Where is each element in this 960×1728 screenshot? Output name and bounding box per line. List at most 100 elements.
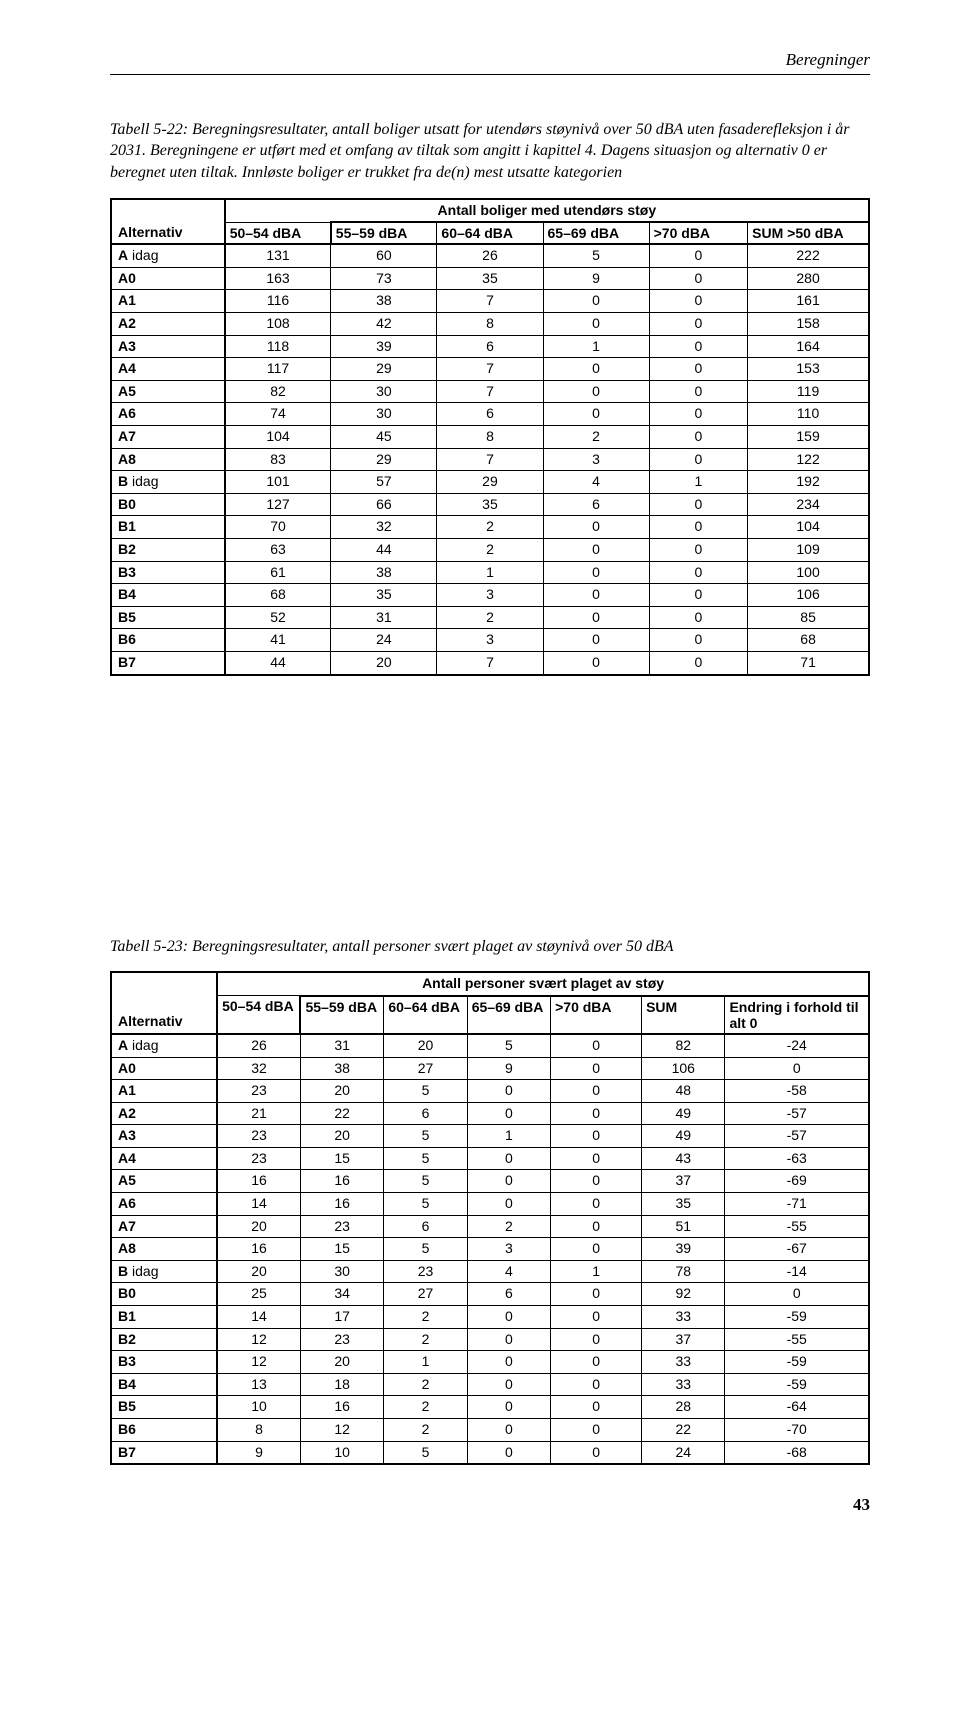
page-number: 43	[110, 1493, 870, 1517]
table-cell: 0	[551, 1170, 642, 1193]
table-cell: 29	[437, 471, 543, 494]
table-cell: 85	[748, 606, 869, 629]
table-cell: 1	[649, 471, 748, 494]
table-cell: 222	[748, 244, 869, 267]
table-cell: 0	[543, 380, 649, 403]
table-cell: 7	[437, 651, 543, 674]
table-cell: 104	[225, 426, 331, 449]
table-cell: 0	[551, 1419, 642, 1442]
table-cell: 34	[300, 1283, 383, 1306]
table-cell: 43	[642, 1147, 725, 1170]
table-cell: 32	[217, 1057, 300, 1080]
table-cell: 28	[642, 1396, 725, 1419]
table-cell: 15	[300, 1238, 383, 1261]
table-cell: 0	[551, 1057, 642, 1080]
row-label: B1	[111, 516, 225, 539]
table-row: A2212260049-57	[111, 1102, 869, 1125]
table-cell: 20	[300, 1125, 383, 1148]
table-row: B3122010033-59	[111, 1351, 869, 1374]
table-cell: 0	[649, 538, 748, 561]
table-cell: -70	[725, 1419, 869, 1442]
table-row: A0323827901060	[111, 1057, 869, 1080]
column-header: Endring i forhold til alt 0	[725, 996, 869, 1034]
table-cell: 122	[748, 448, 869, 471]
table-cell: 61	[225, 561, 331, 584]
row-label: B idag	[111, 471, 225, 494]
table-cell: 23	[384, 1260, 467, 1283]
table-cell: 92	[642, 1283, 725, 1306]
table-cell: 35	[642, 1193, 725, 1216]
table-cell: 51	[642, 1215, 725, 1238]
table-cell: 3	[543, 448, 649, 471]
row-label: B5	[111, 1396, 217, 1419]
column-header: 55–59 dBA	[331, 222, 437, 244]
table-row: A311839610164	[111, 335, 869, 358]
table-cell: 0	[551, 1147, 642, 1170]
table-cell: 23	[300, 1328, 383, 1351]
column-header: 65–69 dBA	[467, 996, 550, 1034]
table-cell: 33	[642, 1373, 725, 1396]
table-cell: 35	[331, 584, 437, 607]
table-cell: 12	[300, 1419, 383, 1442]
row-label: B4	[111, 584, 225, 607]
table-cell: 78	[642, 1260, 725, 1283]
table-cell: 20	[300, 1351, 383, 1374]
row-label: A5	[111, 380, 225, 403]
table-cell: 0	[467, 1419, 550, 1442]
table-cell: 0	[551, 1238, 642, 1261]
table-cell: 63	[225, 538, 331, 561]
table-cell: 0	[551, 1441, 642, 1464]
table-cell: 66	[331, 493, 437, 516]
table-cell: 23	[217, 1147, 300, 1170]
table-cell: 0	[649, 267, 748, 290]
table1: AlternativAntall boliger med utendørs st…	[110, 198, 870, 676]
table-cell: 39	[642, 1238, 725, 1261]
table-cell: 0	[649, 561, 748, 584]
row-label: B6	[111, 629, 225, 652]
table-cell: 24	[642, 1441, 725, 1464]
table-cell: 0	[467, 1351, 550, 1374]
row-header-label: Alternativ	[111, 972, 217, 1034]
table-row: B4131820033-59	[111, 1373, 869, 1396]
row-label: A idag	[111, 244, 225, 267]
table-cell: 44	[331, 538, 437, 561]
table-cell: 117	[225, 358, 331, 381]
row-label: B7	[111, 1441, 217, 1464]
table-cell: 45	[331, 426, 437, 449]
table-cell: 2	[384, 1373, 467, 1396]
table-cell: 0	[543, 313, 649, 336]
table-cell: 30	[331, 403, 437, 426]
row-label: B6	[111, 1419, 217, 1442]
table-cell: 20	[331, 651, 437, 674]
table-super-header: Antall boliger med utendørs støy	[225, 199, 869, 223]
table-cell: 5	[384, 1441, 467, 1464]
table-cell: 0	[649, 290, 748, 313]
row-label: B0	[111, 493, 225, 516]
table-cell: -69	[725, 1170, 869, 1193]
table-cell: 20	[300, 1080, 383, 1103]
row-label: A1	[111, 290, 225, 313]
table-cell: 234	[748, 493, 869, 516]
table-cell: 83	[225, 448, 331, 471]
table-cell: 41	[225, 629, 331, 652]
table-cell: -59	[725, 1351, 869, 1374]
table-cell: 26	[437, 244, 543, 267]
table-cell: 0	[543, 561, 649, 584]
table-cell: 20	[217, 1260, 300, 1283]
row-label: A8	[111, 1238, 217, 1261]
table-cell: 0	[551, 1102, 642, 1125]
table-cell: 22	[300, 1102, 383, 1125]
table-cell: 0	[543, 606, 649, 629]
table-cell: 16	[300, 1170, 383, 1193]
table-cell: 37	[642, 1328, 725, 1351]
table-cell: 25	[217, 1283, 300, 1306]
row-label: A6	[111, 1193, 217, 1216]
table-cell: 16	[217, 1238, 300, 1261]
column-header: 50–54 dBA	[225, 222, 331, 244]
table-cell: 0	[649, 335, 748, 358]
table-cell: 0	[551, 1215, 642, 1238]
table-cell: 0	[725, 1283, 869, 1306]
table-cell: 33	[642, 1351, 725, 1374]
table-cell: -59	[725, 1373, 869, 1396]
table-row: B6412430068	[111, 629, 869, 652]
